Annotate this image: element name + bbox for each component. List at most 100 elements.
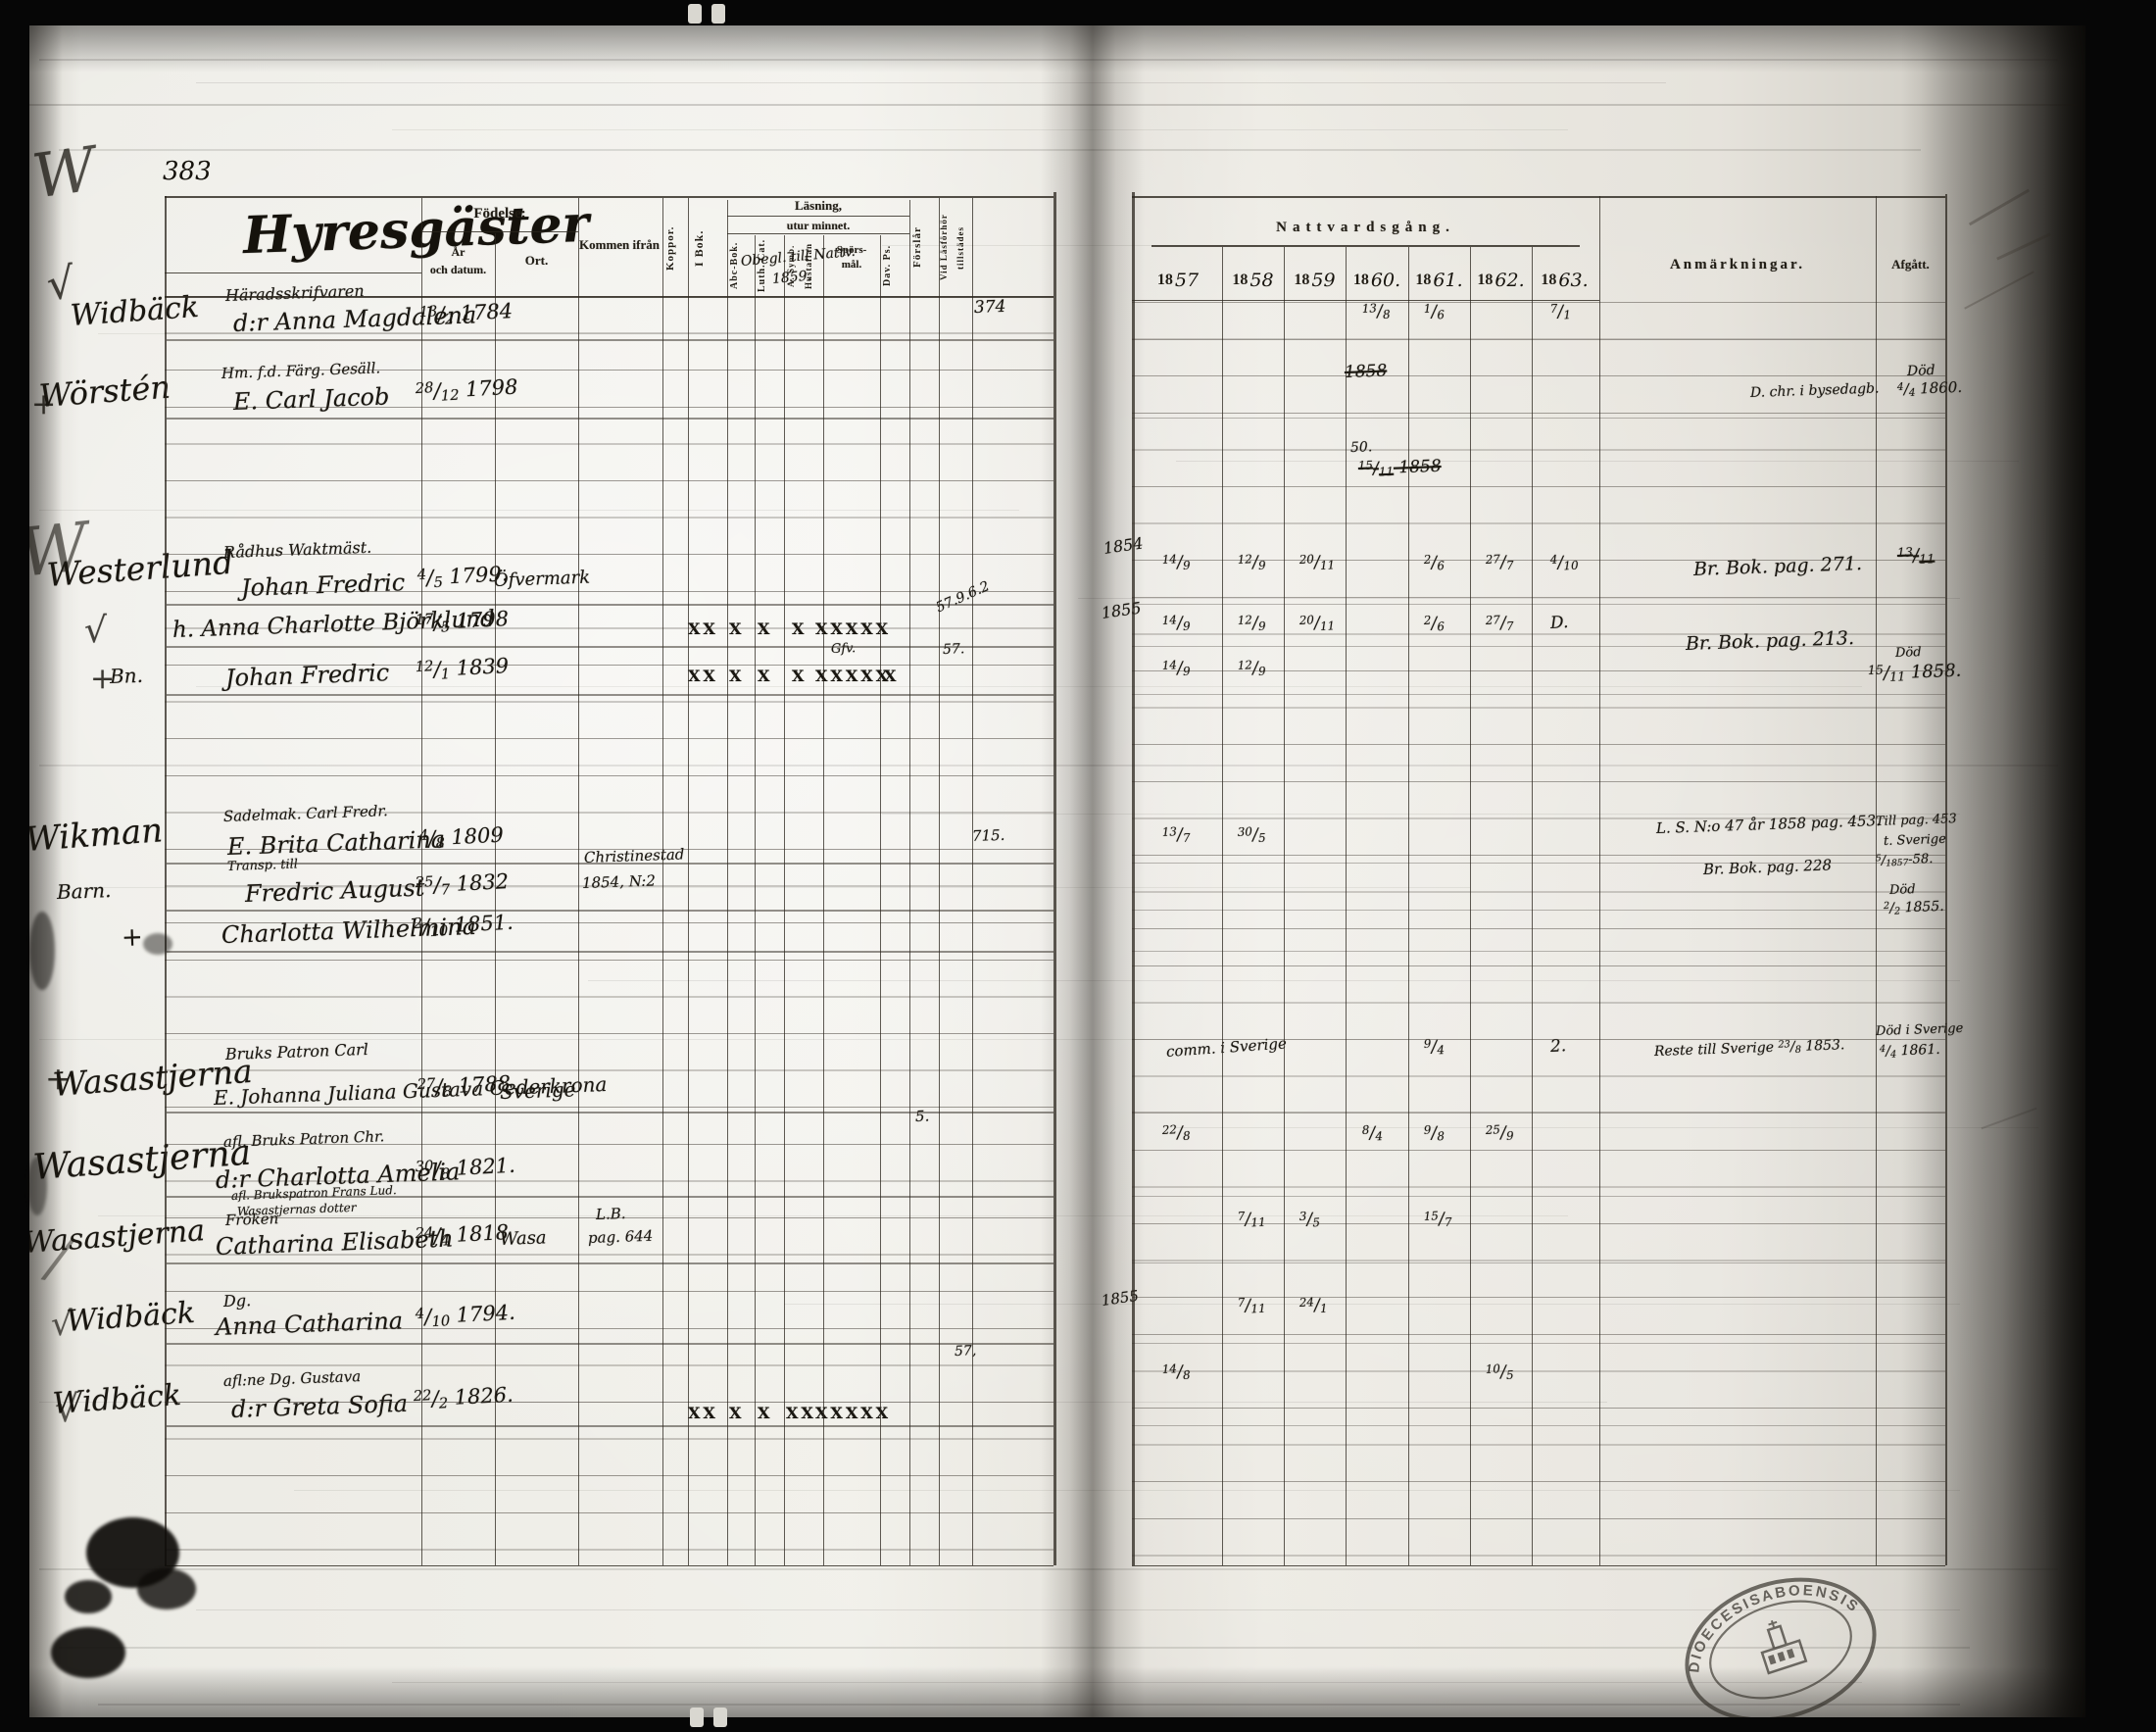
grid-line-vertical xyxy=(1532,247,1534,1565)
header-hustaflan: Hustaflan xyxy=(804,242,813,289)
paper-streak xyxy=(1176,1127,2038,1128)
paper-streak xyxy=(784,1304,1960,1305)
header-sporsmal-line1: Spörs- xyxy=(836,244,867,256)
grid-line-vertical xyxy=(1054,192,1056,1565)
book-fold-shadow xyxy=(1041,25,1145,1717)
grid-line-horizontal xyxy=(165,1565,1054,1567)
margin-mark: √ xyxy=(84,611,107,651)
grid-line-vertical xyxy=(1132,192,1135,1565)
paper-streak xyxy=(392,1682,1862,1683)
reading-mark: X xyxy=(729,668,744,684)
grid-line-vertical xyxy=(1284,247,1286,1565)
film-notch-top-1 xyxy=(688,4,702,24)
year-prefix: 18 xyxy=(1477,272,1494,288)
grid-line-horizontal xyxy=(727,216,909,217)
entry-rule-right xyxy=(1132,1343,1945,1345)
entry-rule-left xyxy=(167,863,1054,865)
frame-left xyxy=(0,0,29,1732)
grid-line-horizontal xyxy=(421,231,578,232)
header-utur-minnet: utur minnet. xyxy=(786,219,851,232)
reading-mark: X xyxy=(792,621,807,637)
reading-mark: XXXXX xyxy=(815,621,891,637)
ink-blot xyxy=(27,1157,47,1215)
grid-line-vertical xyxy=(755,235,756,1565)
paper-streak xyxy=(39,1568,2058,1570)
paper-streak xyxy=(39,765,2058,767)
entry-rule-right xyxy=(1132,1112,1945,1113)
grid-line-horizontal xyxy=(165,196,1054,198)
paper-streak xyxy=(882,814,1960,815)
entry-surname: Wörstén xyxy=(37,368,172,415)
reading-mark: X xyxy=(729,621,744,637)
paper-streak xyxy=(196,1609,1960,1610)
frame-right xyxy=(2085,0,2156,1732)
reading-mark: XXXXX xyxy=(815,1406,891,1421)
reading-mark: X xyxy=(729,1406,744,1421)
row-ruling-left xyxy=(165,296,1054,1565)
reading-mark: X xyxy=(758,621,772,637)
entry-rule-left xyxy=(167,604,1054,606)
grid-line-vertical xyxy=(784,235,785,1565)
reading-mark: XX xyxy=(688,621,718,637)
grid-line-vertical xyxy=(880,235,881,1565)
paper-streak xyxy=(1176,461,2019,462)
communion-year-header: 18 59 xyxy=(1284,263,1346,298)
entry-rule-left xyxy=(167,910,1054,912)
paper-streak xyxy=(588,980,1960,981)
grid-line-vertical xyxy=(688,198,690,1565)
paper-streak xyxy=(196,82,1666,83)
entry-rule-right xyxy=(1132,910,1945,912)
page-number: 383 xyxy=(163,157,212,186)
grid-line-vertical xyxy=(578,198,580,1565)
paper-streak xyxy=(98,1215,1568,1216)
grid-line-horizontal xyxy=(1132,1565,1945,1567)
entry-rule-left xyxy=(167,418,1054,420)
book-spread-paper xyxy=(29,25,2085,1717)
entry-rule-right xyxy=(1132,646,1945,648)
margin-mark: √ xyxy=(44,258,77,311)
paper-streak xyxy=(39,510,1019,511)
year-prefix: 18 xyxy=(1232,272,1249,288)
header-i-bok: I Bok. xyxy=(692,229,706,267)
entry-rule-left xyxy=(167,646,1054,648)
grid-line-vertical xyxy=(1876,196,1878,1565)
reading-mark: XX xyxy=(786,1406,816,1421)
header-tillstades: tillstädes xyxy=(956,225,965,270)
grid-line-vertical xyxy=(823,235,824,1565)
stamp-church-icon xyxy=(1760,1620,1808,1675)
year-suffix: 59 xyxy=(1311,270,1336,291)
year-prefix: 18 xyxy=(1415,272,1432,288)
entry-rule-left xyxy=(167,1112,1054,1113)
grid-line-vertical xyxy=(939,198,941,1565)
margin-mark: + xyxy=(90,662,116,696)
entry-rule-left xyxy=(167,694,1054,696)
paper-streak xyxy=(29,104,2078,106)
communion-year-header: 18 61. xyxy=(1408,263,1470,298)
entry-rule-left xyxy=(167,1425,1054,1427)
entry-rule-left xyxy=(167,951,1054,953)
header-koppor: Koppor. xyxy=(664,225,676,271)
entry-rule-left xyxy=(167,1196,1054,1198)
grid-line-horizontal xyxy=(1132,300,1599,302)
communion-year-header: 18 60. xyxy=(1346,263,1408,298)
entry-rule-left xyxy=(167,339,1054,341)
grid-line-horizontal xyxy=(1132,196,1945,198)
reading-mark: XXXXX xyxy=(815,668,891,684)
reading-mark: X xyxy=(884,668,899,684)
header-lasning: Läsning, xyxy=(794,198,843,213)
entry-rule-left xyxy=(167,1343,1054,1345)
paper-streak xyxy=(196,686,1862,687)
grid-line-horizontal xyxy=(1152,245,1580,247)
paper-streak xyxy=(98,1704,1960,1706)
grid-line-vertical xyxy=(421,198,423,1565)
entry-rule-right xyxy=(1132,339,1945,341)
reading-mark: XX xyxy=(688,1406,718,1421)
grid-line-vertical xyxy=(1408,247,1410,1565)
paper-streak xyxy=(98,333,882,334)
reading-mark: XX xyxy=(688,668,718,684)
entry-rule-right xyxy=(1132,951,1945,953)
margin-mark: √ xyxy=(55,1387,79,1430)
entry-rule-right xyxy=(1132,1196,1945,1198)
grid-line-horizontal xyxy=(165,272,421,273)
grid-line-horizontal xyxy=(165,296,1054,298)
